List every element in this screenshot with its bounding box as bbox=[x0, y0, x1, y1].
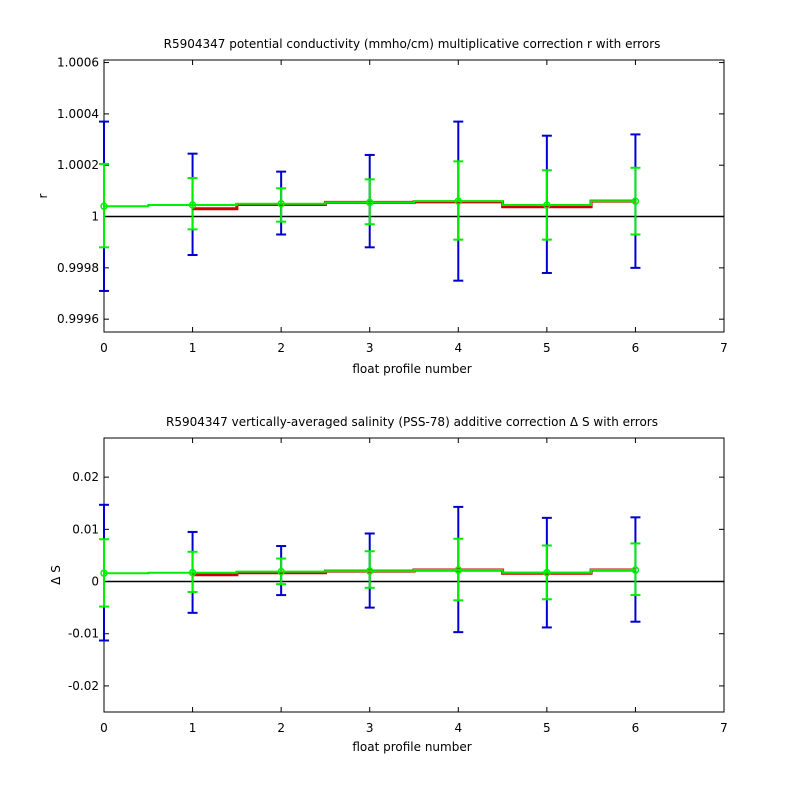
data-point bbox=[188, 201, 197, 209]
x-tick-label: 6 bbox=[632, 721, 640, 735]
plot-marks-salinity: 0 1 2 3 4 5 6 7 -0.02 -0.01 0 0.01 0.02 bbox=[68, 438, 728, 735]
y-axis-label-r: r bbox=[36, 193, 50, 198]
x-tick-label: 7 bbox=[720, 721, 728, 735]
x-tick-label: 1 bbox=[189, 721, 197, 735]
data-point bbox=[454, 197, 463, 205]
data-point bbox=[631, 566, 640, 574]
data-point bbox=[543, 568, 551, 577]
y-tick-label: 1.0002 bbox=[57, 158, 99, 172]
x-tick-label: 3 bbox=[366, 341, 374, 355]
y-tick-label: 1.0006 bbox=[57, 56, 99, 70]
series-line-fit bbox=[104, 200, 636, 208]
data-point bbox=[100, 569, 108, 577]
x-tick-label: 7 bbox=[720, 341, 728, 355]
data-point bbox=[365, 198, 374, 207]
data-point bbox=[543, 201, 551, 209]
x-tick-label: 5 bbox=[543, 721, 551, 735]
data-point bbox=[631, 197, 640, 205]
y-tick-label: -0.01 bbox=[68, 627, 99, 641]
panel-salinity-correction: R5904347 vertically-averaged salinity (P… bbox=[49, 415, 728, 754]
y-tick-label: 0 bbox=[91, 575, 99, 589]
x-tick-label: 6 bbox=[632, 341, 640, 355]
y-tick-label: -0.02 bbox=[68, 679, 99, 693]
series-line-fit bbox=[104, 569, 636, 575]
chart-title-r: R5904347 potential conductivity (mmho/cm… bbox=[164, 37, 661, 51]
y-tick-label: 1 bbox=[91, 210, 99, 224]
x-tick-label: 3 bbox=[366, 721, 374, 735]
x-axis-label-salinity: float profile number bbox=[352, 740, 471, 754]
x-tick-label: 4 bbox=[454, 341, 462, 355]
chart-title-salinity: R5904347 vertically-averaged salinity (P… bbox=[166, 415, 658, 429]
data-point bbox=[365, 567, 374, 575]
x-tick-label: 2 bbox=[277, 721, 285, 735]
x-tick-label: 1 bbox=[189, 341, 197, 355]
data-point bbox=[454, 566, 463, 574]
y-tick-label: 0.9996 bbox=[57, 312, 99, 326]
x-tick-label: 4 bbox=[454, 721, 462, 735]
data-point bbox=[100, 202, 108, 211]
plot-area-r bbox=[103, 59, 725, 333]
x-tick-label: 2 bbox=[277, 341, 285, 355]
y-tick-label: 0.01 bbox=[72, 522, 99, 536]
y-tick-label: 0.02 bbox=[72, 470, 99, 484]
data-point bbox=[277, 199, 285, 208]
x-axis-label-r: float profile number bbox=[352, 362, 471, 376]
plot-marks-r: 0 1 2 3 4 5 6 7 0.9996 0.9998 1 1.0002 1.0004 1.0006 bbox=[57, 56, 728, 355]
y-tick-label: 1.0004 bbox=[57, 107, 99, 121]
x-tick-label: 5 bbox=[543, 341, 551, 355]
data-point bbox=[277, 567, 285, 576]
data-point bbox=[188, 568, 197, 577]
x-tick-label: 0 bbox=[100, 341, 108, 355]
y-axis-label-salinity: Δ S bbox=[49, 565, 63, 585]
y-tick-label: 0.9998 bbox=[57, 261, 99, 275]
x-tick-label: 0 bbox=[100, 721, 108, 735]
panel-r-correction: R5904347 potential conductivity (mmho/cm… bbox=[36, 37, 728, 376]
